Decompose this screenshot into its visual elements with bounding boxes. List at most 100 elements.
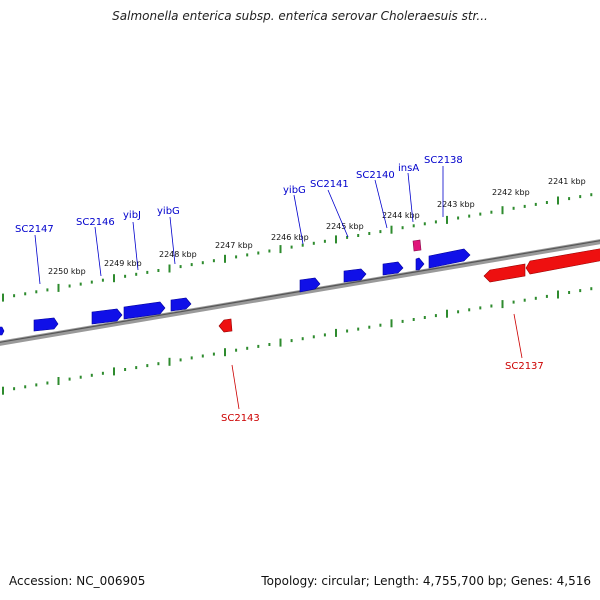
gene-arrow[interactable] <box>170 297 192 312</box>
minor-tick <box>579 289 582 293</box>
gene-label[interactable]: SC2147 <box>15 224 54 235</box>
minor-tick <box>523 298 526 302</box>
gene-label[interactable]: SC2141 <box>310 179 349 190</box>
minor-tick <box>212 352 215 356</box>
major-tick <box>279 338 282 347</box>
minor-tick <box>190 356 193 360</box>
gene-label[interactable]: SC2137 <box>505 361 544 372</box>
minor-tick <box>401 226 404 230</box>
gene-label[interactable]: yibJ <box>123 210 141 221</box>
gene-label[interactable]: yibG <box>157 206 180 217</box>
gene-arrow[interactable] <box>299 277 321 293</box>
minor-tick <box>490 304 493 308</box>
minor-tick <box>13 387 16 391</box>
major-tick <box>113 367 115 376</box>
minor-tick <box>35 290 38 294</box>
gene-arrow[interactable] <box>343 268 367 283</box>
minor-tick <box>301 243 304 247</box>
gene-arrow[interactable] <box>483 263 526 283</box>
minor-tick <box>434 220 437 224</box>
major-tick <box>335 235 337 244</box>
minor-tick <box>312 335 315 339</box>
minor-tick <box>568 291 571 294</box>
minor-tick <box>312 241 315 245</box>
minor-tick <box>135 366 138 370</box>
minor-tick <box>290 339 293 343</box>
minor-tick <box>35 383 38 387</box>
gene-arrow[interactable] <box>91 308 123 325</box>
minor-tick <box>157 362 160 366</box>
minor-tick <box>412 224 415 228</box>
gene-label[interactable]: SC2140 <box>356 170 395 181</box>
forward-leader-lines <box>34 166 444 285</box>
minor-tick <box>101 278 104 282</box>
lower-tick-track <box>2 287 593 395</box>
minor-tick <box>146 364 149 368</box>
genome-backbone <box>0 239 600 346</box>
gene-label[interactable]: yibG <box>283 185 306 196</box>
minor-tick <box>46 288 49 292</box>
major-tick <box>557 290 559 299</box>
minor-tick <box>468 214 471 218</box>
genome-summary-text: Topology: circular; Length: 4,755,700 bp… <box>261 574 591 588</box>
gene-arrow[interactable] <box>0 326 5 336</box>
minor-tick <box>512 206 515 210</box>
minor-tick <box>346 235 349 239</box>
minor-tick <box>257 251 260 255</box>
minor-tick <box>523 204 526 208</box>
minor-tick <box>423 222 426 226</box>
minor-tick <box>246 253 249 257</box>
major-tick <box>557 196 559 205</box>
minor-tick <box>212 259 215 263</box>
mobile-element-arrow[interactable] <box>412 239 422 252</box>
minor-tick <box>468 308 471 312</box>
minor-tick <box>268 343 271 346</box>
gene-arrow[interactable] <box>123 301 166 320</box>
minor-tick <box>357 327 360 331</box>
kbp-label: 2243 kbp <box>437 200 475 209</box>
minor-tick <box>379 323 382 327</box>
minor-tick <box>24 385 27 389</box>
minor-tick <box>434 314 437 318</box>
major-tick <box>390 225 393 234</box>
gene-label[interactable]: SC2138 <box>424 155 463 166</box>
minor-tick <box>68 284 71 288</box>
minor-tick <box>235 255 238 259</box>
kbp-label: 2245 kbp <box>326 222 364 231</box>
kbp-label: 2248 kbp <box>159 250 197 259</box>
major-tick <box>168 357 171 366</box>
minor-tick <box>368 325 371 329</box>
reverse-leader-lines <box>231 313 523 410</box>
minor-tick <box>68 377 71 381</box>
gene-arrow[interactable] <box>415 257 425 271</box>
minor-tick <box>46 381 49 385</box>
minor-tick <box>268 249 271 253</box>
minor-tick <box>457 216 460 220</box>
gene-arrow[interactable] <box>218 318 233 333</box>
gene-label[interactable]: SC2146 <box>76 217 115 228</box>
gene-arrow[interactable] <box>33 317 59 332</box>
major-tick <box>224 348 226 357</box>
gene-arrow[interactable] <box>428 248 471 269</box>
minor-tick <box>90 373 93 377</box>
minor-tick <box>512 300 515 304</box>
kbp-label: 2250 kbp <box>48 267 86 276</box>
kbp-label: 2246 kbp <box>271 233 309 242</box>
gene-arrow[interactable] <box>382 261 404 276</box>
minor-tick <box>101 371 104 375</box>
gene-arrow[interactable] <box>525 247 600 275</box>
minor-tick <box>545 294 548 298</box>
minor-tick <box>79 375 82 379</box>
minor-tick <box>357 234 360 237</box>
forward-gene-track <box>0 248 471 336</box>
gene-label[interactable]: SC2143 <box>221 413 260 424</box>
minor-tick <box>323 239 326 243</box>
minor-tick <box>579 195 582 199</box>
minor-tick <box>157 269 160 272</box>
minor-tick <box>490 210 493 214</box>
gene-label[interactable]: insA <box>398 163 419 174</box>
kbp-label: 2244 kbp <box>382 211 420 220</box>
minor-tick <box>479 212 482 216</box>
minor-tick <box>534 202 537 206</box>
